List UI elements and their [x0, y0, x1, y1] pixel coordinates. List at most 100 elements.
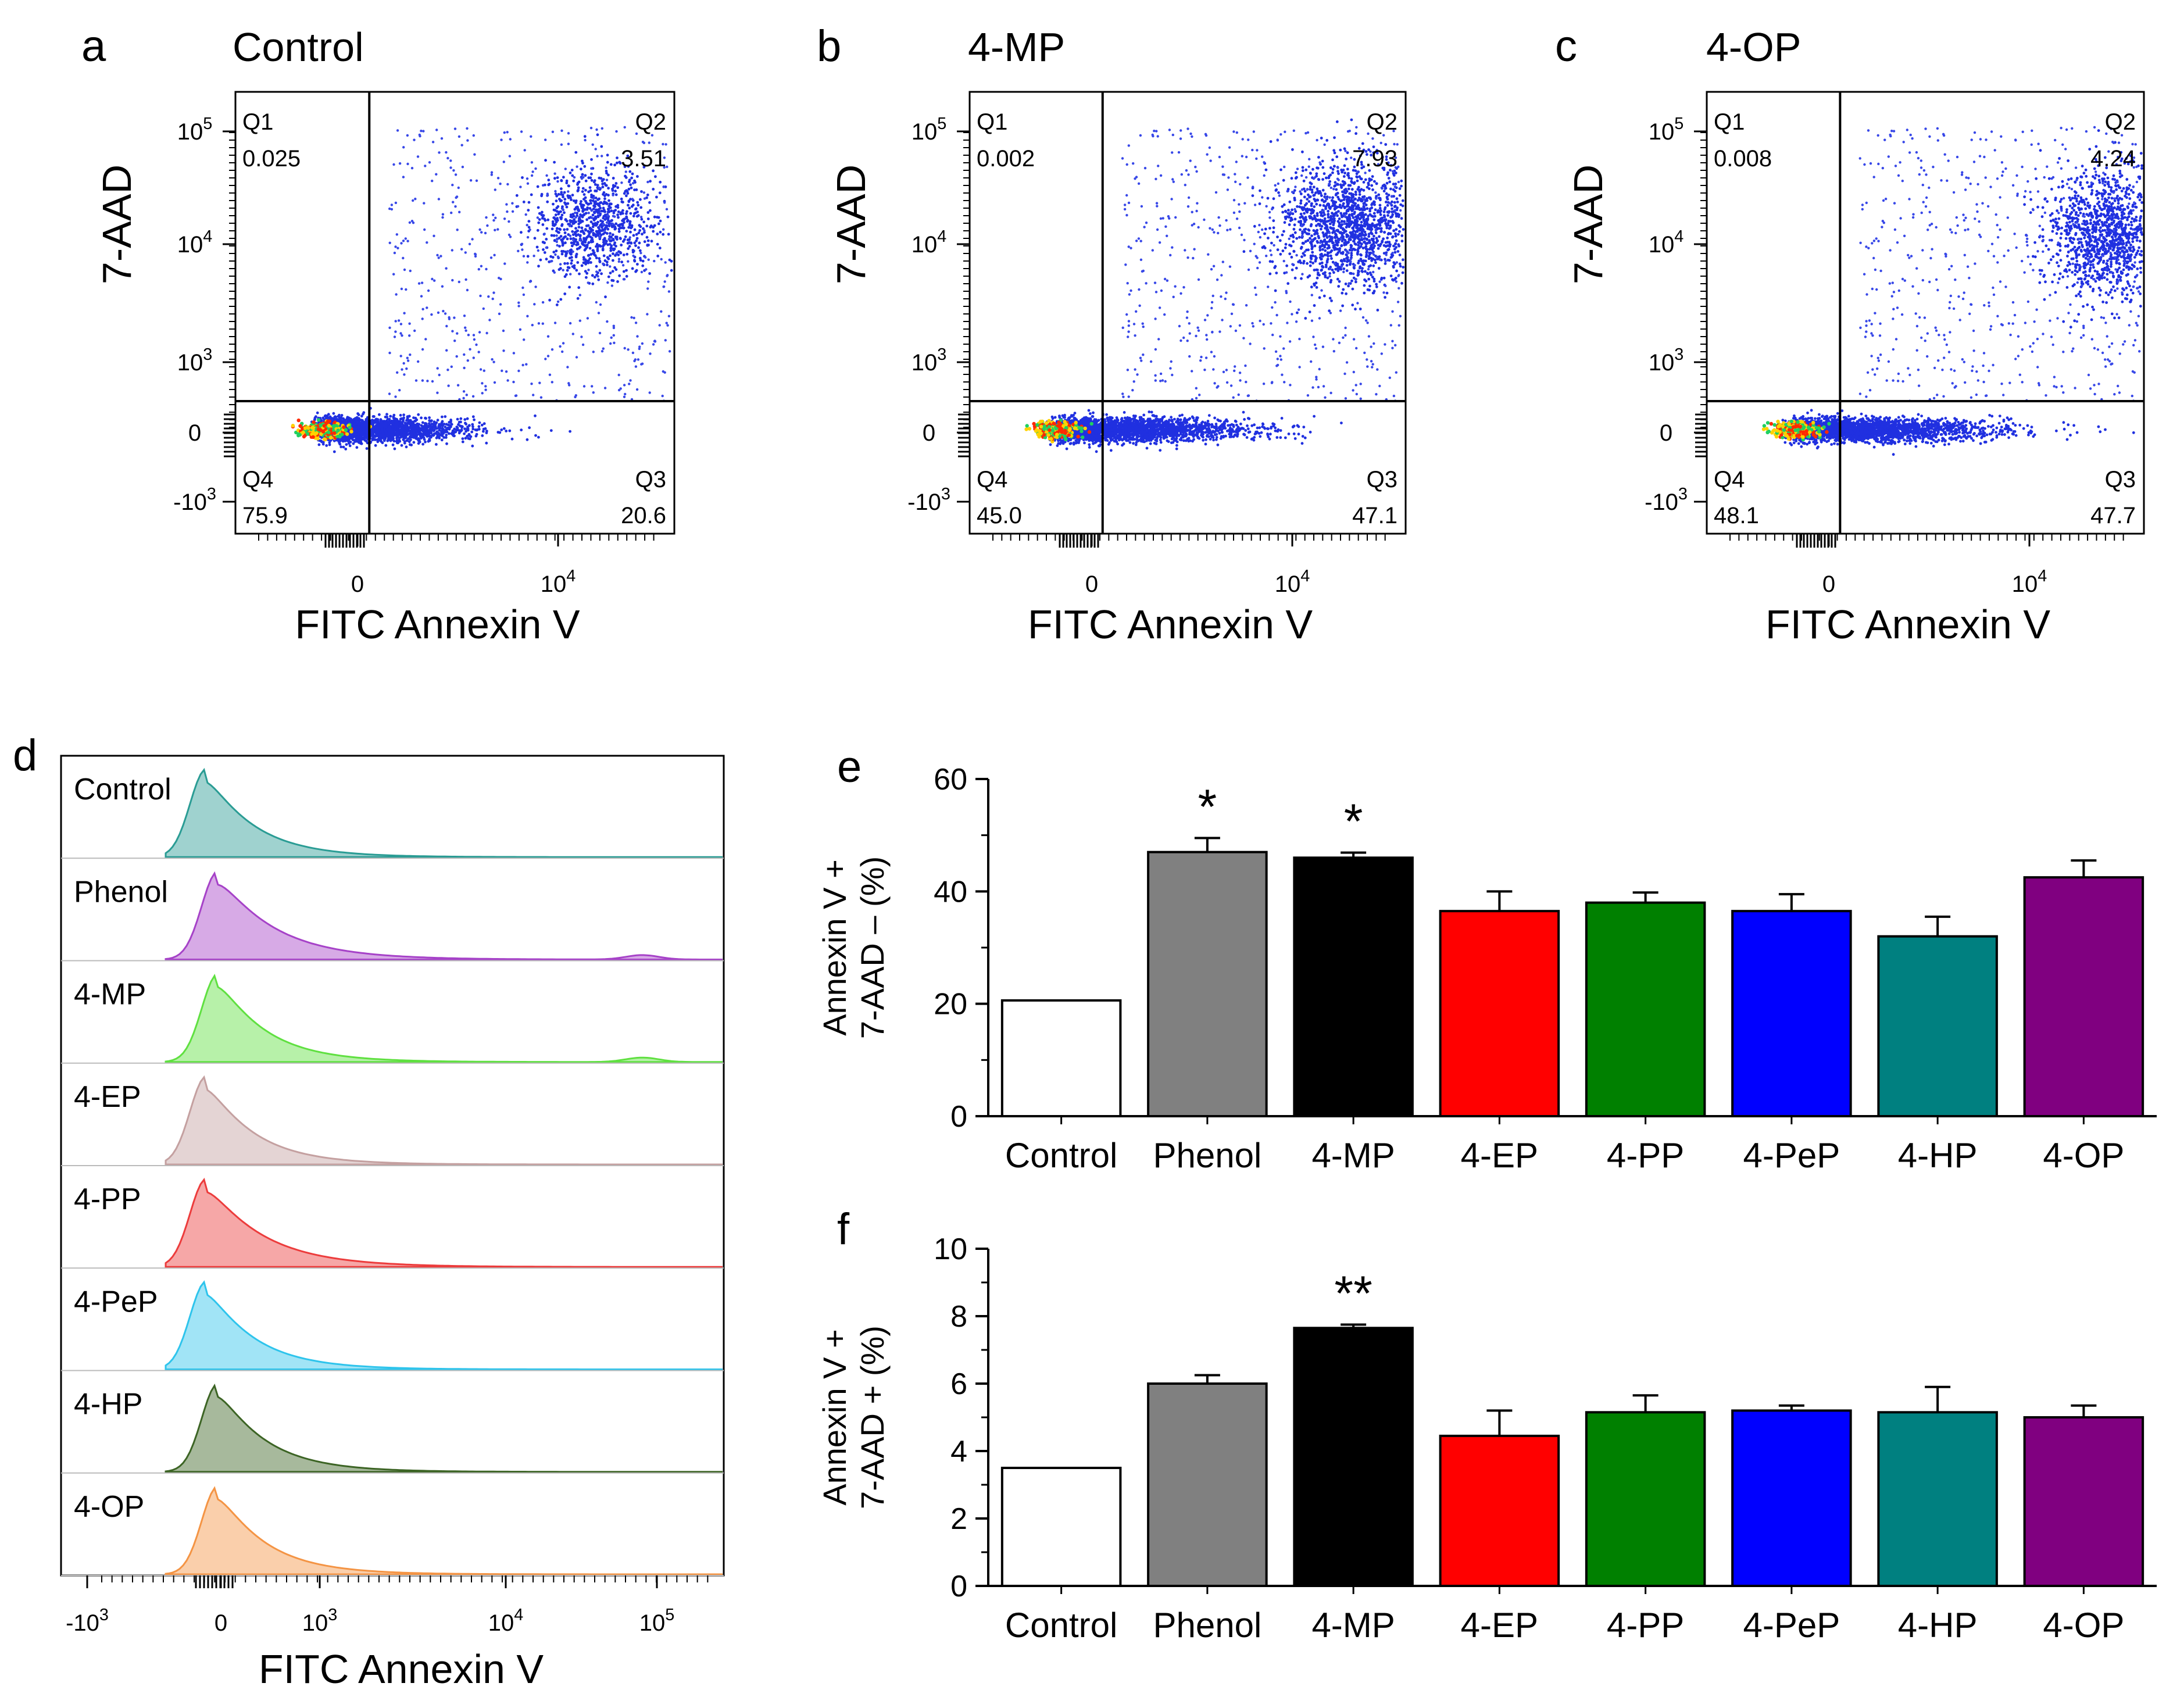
scatter-point [621, 223, 624, 226]
scatter-point [624, 176, 628, 179]
scatter-point-sparse [592, 391, 595, 394]
scatter-point-sparse [388, 392, 391, 395]
scatter-point [641, 233, 644, 236]
scatter-point [583, 165, 587, 168]
scatter-point-sparse [388, 326, 391, 329]
scatter-point [527, 226, 531, 229]
scatter-point [393, 447, 396, 451]
scatter-point [576, 297, 580, 300]
scatter-point [393, 429, 396, 433]
scatter-point-sparse [468, 242, 471, 245]
scatter-point [447, 432, 451, 435]
scatter-point [595, 265, 598, 268]
scatter-point-sparse [437, 311, 440, 314]
scatter-point-sparse [493, 253, 496, 256]
scatter-point [620, 200, 624, 203]
scatter-point [585, 224, 588, 227]
scatter-point-sparse [392, 273, 395, 276]
scatter-point-sparse [580, 335, 583, 338]
scatter-point [547, 178, 551, 182]
scatter-point [424, 417, 427, 420]
scatter-point-sparse [487, 295, 490, 298]
scatter-point-sparse [537, 322, 541, 325]
scatter-point [616, 280, 619, 283]
scatter-point [431, 427, 434, 430]
scatter-point-sparse [567, 132, 570, 135]
scatter-point-sparse [576, 165, 578, 168]
scatter-point-sparse [466, 359, 469, 362]
scatter-point-sparse [435, 173, 438, 176]
scatter-point [564, 235, 567, 238]
scatter-point [430, 419, 433, 422]
scatter-point [429, 424, 432, 428]
scatter-point [636, 201, 639, 204]
scatter-point-sparse [403, 268, 406, 271]
scatter-point-sparse [438, 373, 441, 377]
scatter-point [588, 246, 592, 250]
scatter-point-sparse [464, 329, 467, 332]
scatter-point [328, 443, 331, 446]
scatter-point-sparse [484, 385, 487, 388]
scatter-point-sparse [571, 250, 574, 253]
scatter-point-sparse [553, 172, 556, 175]
scatter-point [359, 435, 362, 439]
scatter-point-sparse [524, 213, 527, 216]
scatter-point [359, 427, 362, 431]
scatter-point [640, 217, 644, 221]
scatter-point-sparse [519, 328, 522, 331]
scatter-point [1088, 443, 1091, 446]
scatter-point [639, 259, 642, 262]
scatter-point-sparse [410, 167, 414, 170]
scatter-point [1159, 441, 1163, 444]
scatter-point [555, 199, 558, 202]
scatter-point-sparse [587, 281, 589, 284]
scatter-point [482, 422, 486, 426]
scatter-point [656, 233, 659, 235]
scatter-point [563, 231, 567, 234]
scatter-point [428, 416, 431, 419]
scatter-point-sparse [393, 251, 396, 255]
scatter-point-sparse [446, 369, 449, 371]
scatter-point [408, 420, 410, 424]
scatter-point [396, 435, 399, 438]
scatter-point [588, 227, 592, 230]
scatter-point [442, 428, 445, 432]
scatter-point [618, 274, 621, 277]
scatter-point-sparse [437, 256, 440, 259]
scatter-point-sparse [408, 221, 412, 224]
scatter-point-sparse [598, 186, 601, 190]
scatter-point-sparse [480, 231, 483, 234]
scatter-point-sparse [406, 356, 409, 359]
scatter-point-sparse [494, 228, 496, 231]
scatter-point [463, 432, 466, 435]
scatter-point-sparse [453, 127, 457, 130]
scatter-point [592, 233, 595, 237]
scatter-point [549, 429, 553, 432]
scatter-point-sparse [664, 339, 667, 342]
scatter-point-sparse [458, 210, 461, 213]
scatter-point-sparse [553, 271, 556, 274]
scatter-point-sparse [481, 382, 484, 385]
scatter-point [559, 210, 562, 213]
scatter-point-sparse [402, 146, 405, 149]
scatter-point-sparse [631, 182, 635, 185]
scatter-point [423, 425, 427, 428]
scatter-point-sparse [508, 155, 512, 158]
scatter-point [427, 434, 431, 437]
scatter-point-sparse [485, 267, 488, 271]
scatter-point [590, 193, 593, 196]
scatter-point-sparse [400, 242, 403, 245]
scatter-point [617, 224, 621, 228]
scatter-point [383, 428, 386, 431]
scatter-point-sparse [526, 177, 529, 180]
scatter-point [341, 439, 345, 443]
scatter-point [625, 274, 628, 278]
scatter-point [605, 232, 609, 235]
scatter-point [363, 439, 367, 442]
scatter-point [602, 254, 606, 258]
scatter-point-sparse [556, 180, 559, 183]
scatter-point-sparse [599, 303, 602, 306]
scatter-point [581, 229, 584, 233]
scatter-point-sparse [395, 293, 398, 296]
scatter-point [1246, 424, 1249, 427]
